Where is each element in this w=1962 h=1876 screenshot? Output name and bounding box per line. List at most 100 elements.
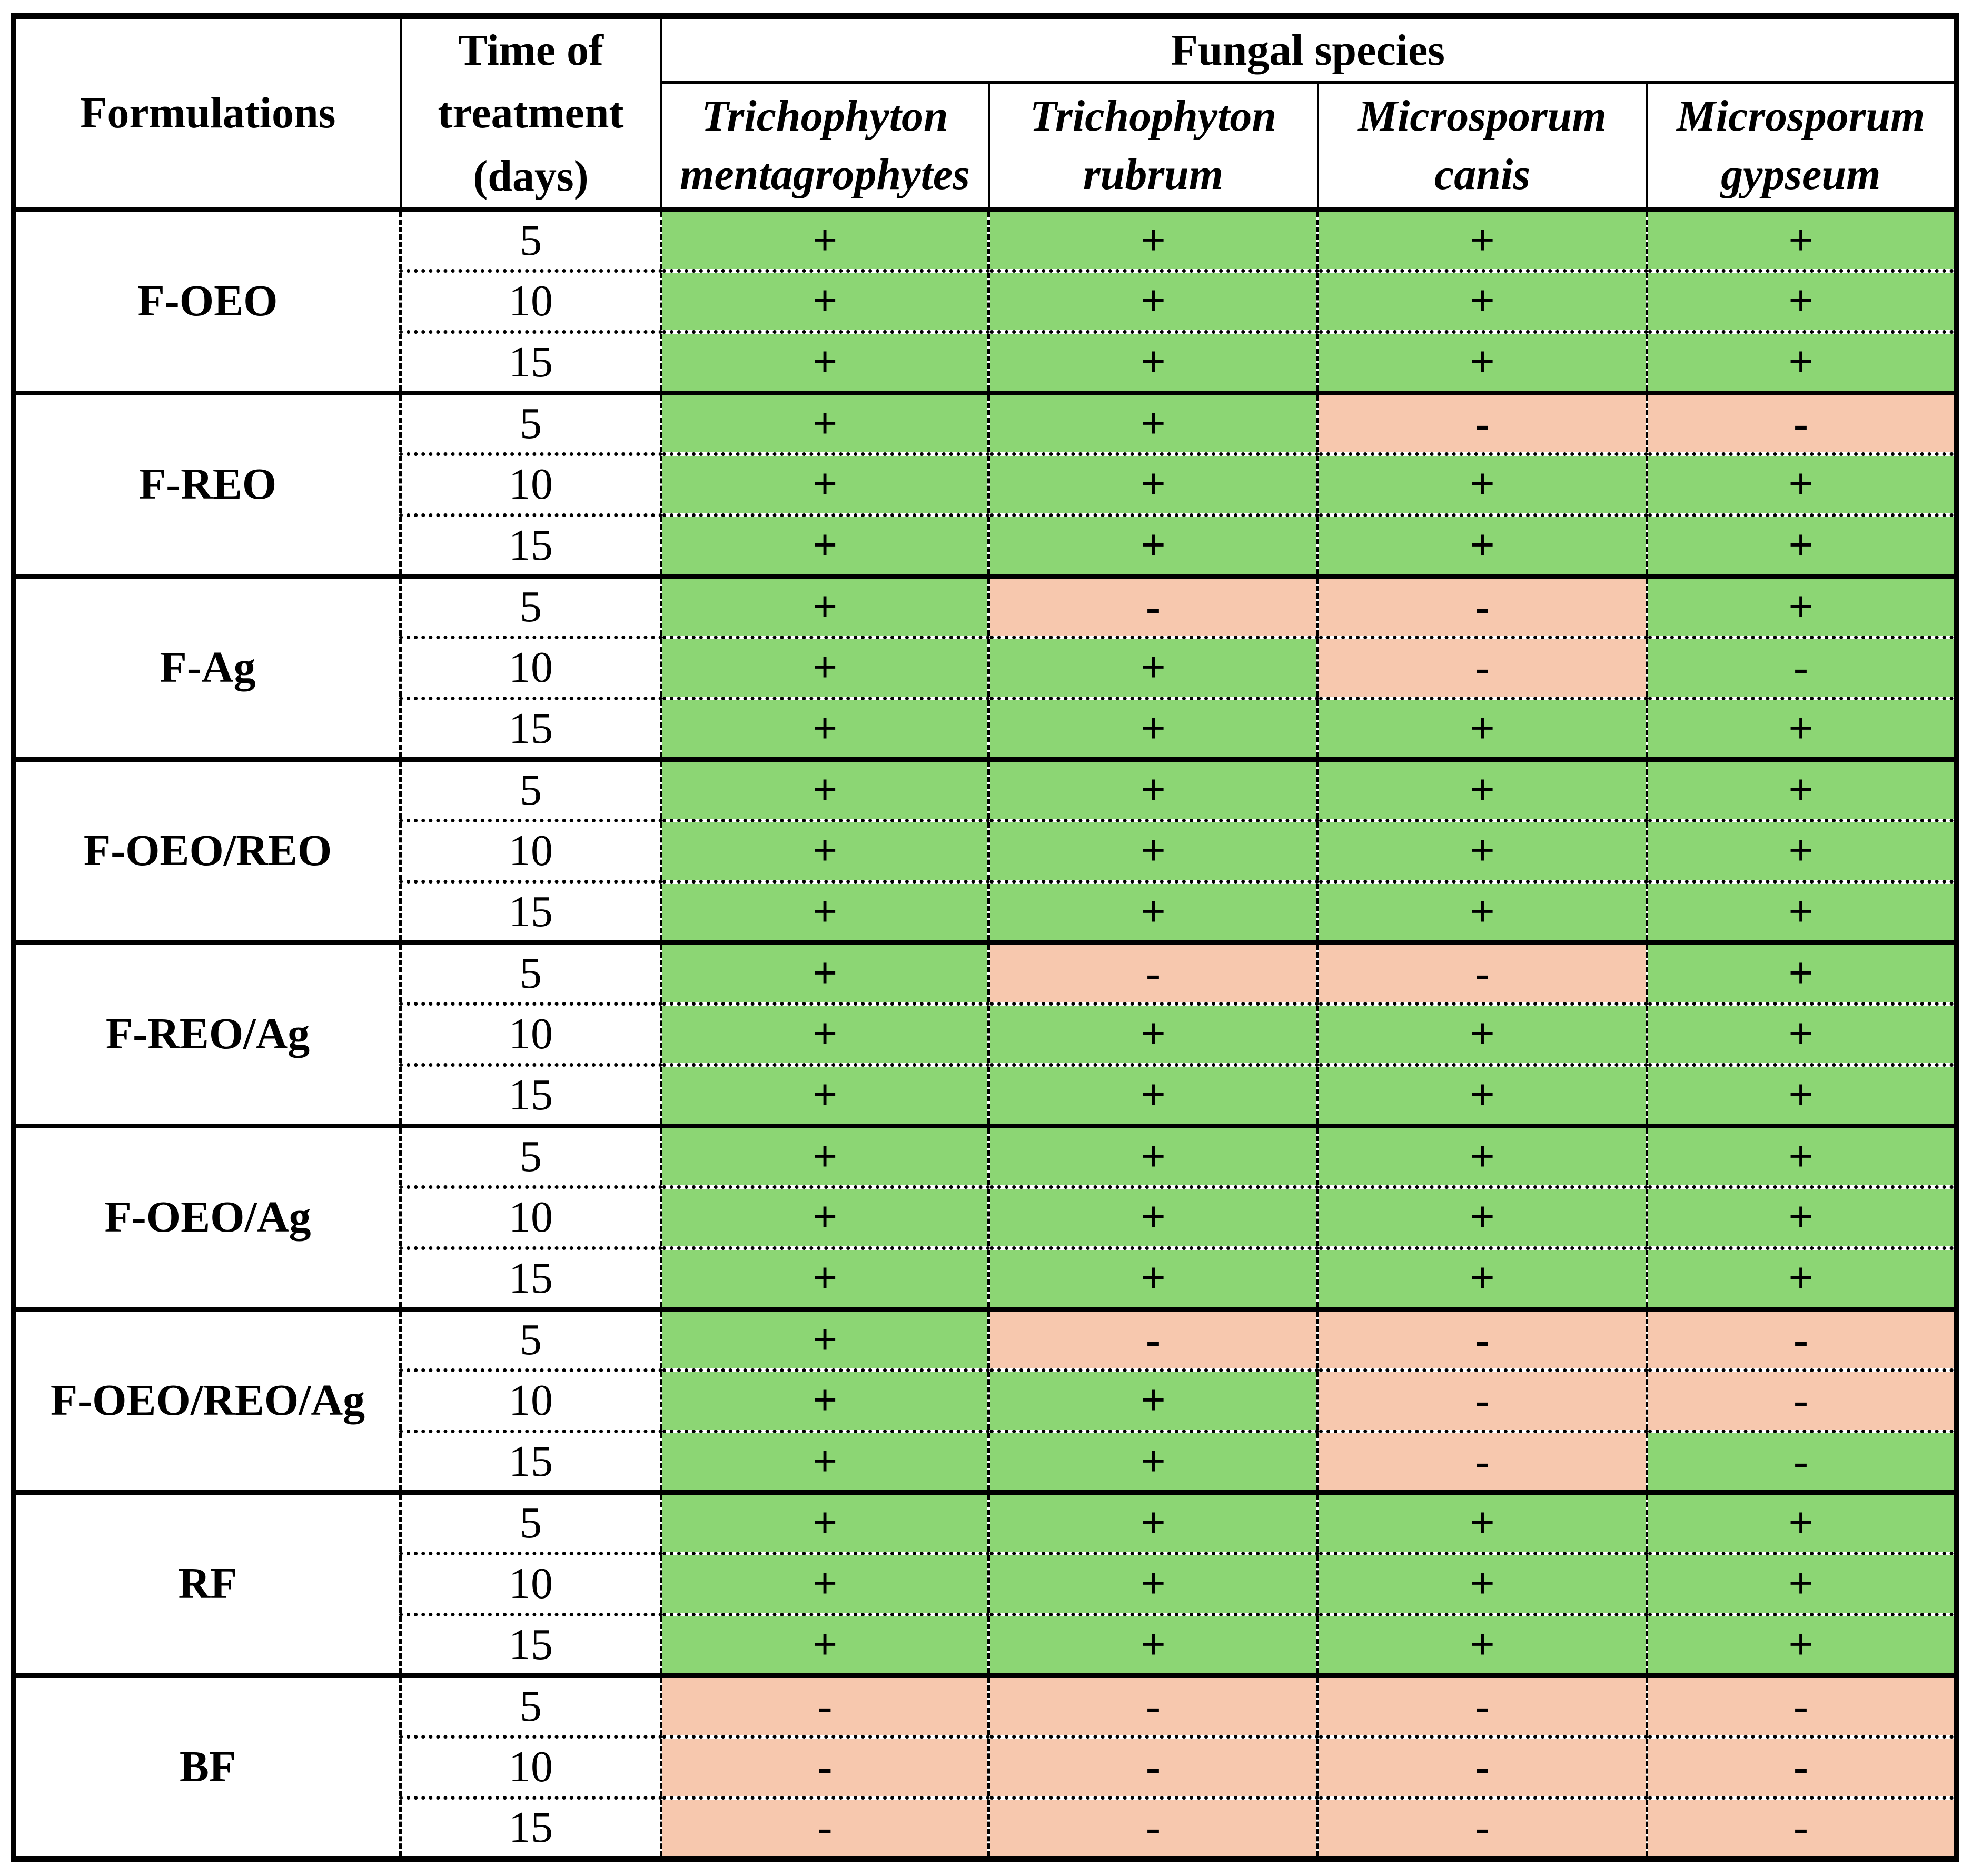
growth-positive-cell: + [987,452,1318,515]
growth-positive-cell: + [1316,696,1647,760]
table-row: 10 + + + + [14,269,1957,332]
table-row: F-OEO/REO 5 + + + + [13,757,1957,943]
treatment-days-cell: 10 [399,1185,661,1248]
growth-positive-cell: + [987,1429,1318,1493]
growth-positive-cell: + [660,696,989,760]
table-row: F-OEO 5 + + + + [13,207,1957,393]
growth-negative-cell: - [1646,1734,1957,1798]
growth-negative-cell: - [1646,1429,1957,1493]
growth-negative-cell: - [1646,1306,1957,1371]
growth-negative-cell: - [987,1306,1318,1371]
growth-negative-cell: - [987,1795,1318,1859]
table-row: 15 + + + + [14,513,1957,577]
growth-negative-cell: - [1316,573,1647,638]
growth-positive-cell: + [1316,1063,1647,1126]
growth-positive-cell: + [1646,1490,1957,1554]
growth-positive-cell: + [1316,757,1647,821]
growth-positive-cell: + [660,390,989,454]
formulation-label: F-OEO/Ag [13,1123,401,1309]
growth-negative-cell: - [987,573,1318,638]
growth-positive-cell: + [1316,207,1647,271]
growth-positive-cell: + [660,635,989,699]
growth-negative-cell: - [1316,1429,1647,1493]
growth-positive-cell: + [987,1551,1318,1615]
growth-positive-cell: + [660,1612,989,1676]
growth-positive-cell: + [1646,269,1957,332]
growth-positive-cell: + [660,207,989,271]
treatment-days-cell: 10 [399,1734,661,1798]
growth-positive-cell: + [1646,1063,1957,1126]
table-row: F-REO 5 + + - - [13,390,1957,577]
growth-positive-cell: + [1316,818,1647,882]
growth-positive-cell: + [1316,1551,1647,1615]
growth-positive-cell: + [1316,1001,1647,1065]
growth-positive-cell: + [1646,1246,1957,1309]
table-body: F-OEO 5 + + + +10 + + + +15 + + + + F-REO 5 + + - -10 + + + +15… [13,207,1957,1859]
growth-positive-cell: + [1646,818,1957,882]
table-row: 10 + + + + [14,1551,1957,1615]
growth-positive-cell: + [660,1429,989,1493]
treatment-days-cell: 5 [399,757,661,821]
formulation-label: F-Ag [13,573,401,760]
growth-positive-cell: + [660,818,989,882]
treatment-days-cell: 10 [399,1551,661,1615]
growth-positive-cell: + [987,1123,1318,1187]
growth-negative-cell: - [1646,1795,1957,1859]
table-row: 15 + + + + [14,1612,1957,1676]
treatment-days-cell: 15 [399,1612,661,1676]
growth-positive-cell: + [987,1368,1318,1432]
growth-positive-cell: + [987,390,1318,454]
fungal-species-group-header: Fungal species [660,15,1958,85]
formulation-label: F-OEO/REO [13,757,401,943]
growth-negative-cell: - [987,1673,1318,1737]
growth-negative-cell: - [1316,1734,1647,1798]
growth-positive-cell: + [1316,1490,1647,1554]
treatment-days-cell: 10 [399,818,661,882]
growth-positive-cell: + [987,1185,1318,1248]
table-row: RF 5 + + + + [13,1490,1957,1676]
growth-negative-cell: - [987,1734,1318,1798]
treatment-days-cell: 5 [399,940,661,1004]
table-row: 10 + + - - [14,1368,1957,1432]
growth-positive-cell: + [660,269,989,332]
species-column-header-trichophyton-rubrum: Trichophyton rubrum [987,82,1319,212]
growth-positive-cell: + [660,452,989,515]
growth-positive-cell: + [987,1001,1318,1065]
formulations-column-header: Formulations [12,15,402,212]
treatment-days-cell: 5 [399,1306,661,1371]
table-row: 10 + + + + [14,1185,1957,1248]
growth-positive-cell: + [1646,1123,1957,1187]
growth-positive-cell: + [1316,1185,1647,1248]
treatment-days-cell: 5 [399,573,661,638]
table-row: 10- - - - [14,1734,1957,1798]
growth-positive-cell: + [987,513,1318,577]
growth-positive-cell: + [1646,330,1957,393]
formulation-label: F-OEO/REO/Ag [13,1306,401,1493]
table-header: Formulations Time of treatment (days) Fu… [12,15,1958,212]
growth-positive-cell: + [660,330,989,393]
species-column-header-microsporum-canis: Microsporum canis [1316,82,1648,212]
treatment-days-cell: 15 [399,513,661,577]
formulation-label: BF [13,1673,401,1859]
growth-positive-cell: + [1646,940,1957,1004]
growth-positive-cell: + [1646,452,1957,515]
table-row: 15 + + + + [14,879,1957,943]
group-header-row: Formulations Time of treatment (days) Fu… [12,15,1958,212]
table-row: F-Ag 5 + - - + [13,573,1957,760]
growth-positive-cell: + [660,1551,989,1615]
formulation-label: F-REO/Ag [13,940,401,1126]
table-container: Formulations Time of treatment (days) Fu… [11,13,1959,1862]
table-row: 10 + + + + [14,452,1957,515]
growth-positive-cell: + [987,1612,1318,1676]
growth-negative-cell: - [660,1673,989,1737]
growth-positive-cell: + [660,1063,989,1126]
growth-positive-cell: + [660,1306,989,1371]
growth-positive-cell: + [1646,1001,1957,1065]
growth-positive-cell: + [660,513,989,577]
treatment-days-cell: 10 [399,1001,661,1065]
growth-negative-cell: - [1316,390,1647,454]
treatment-days-cell: 5 [399,390,661,454]
growth-positive-cell: + [1316,513,1647,577]
growth-positive-cell: + [987,757,1318,821]
growth-positive-cell: + [1646,573,1957,638]
